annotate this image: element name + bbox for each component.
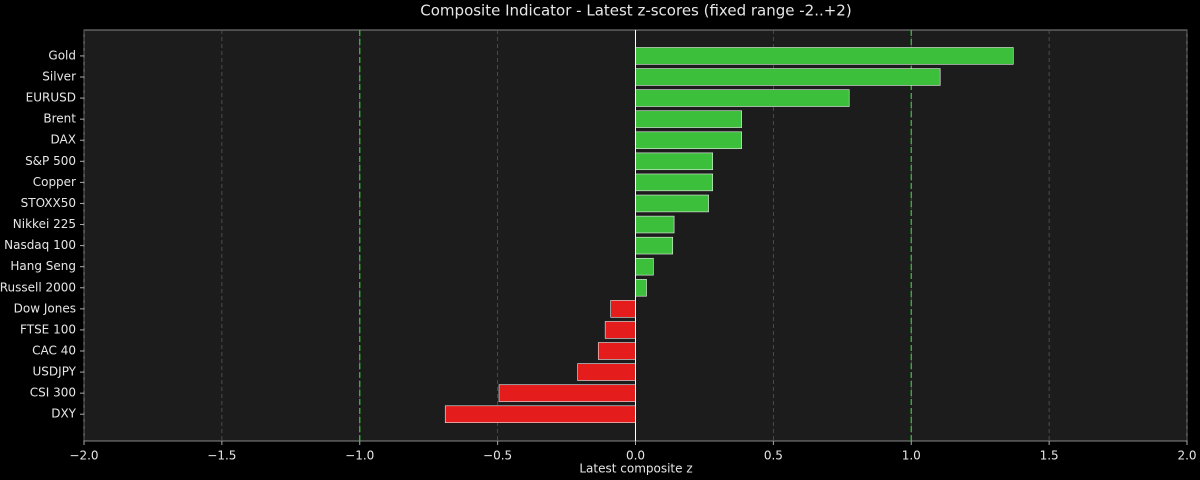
bar bbox=[635, 47, 1014, 65]
bar bbox=[635, 89, 850, 107]
x-tick-label: −1.0 bbox=[345, 449, 374, 463]
y-tick-label: CAC 40 bbox=[32, 344, 76, 358]
x-axis-label: Latest composite z bbox=[579, 462, 692, 476]
bar bbox=[597, 342, 636, 360]
bar bbox=[444, 405, 636, 423]
x-tick-label: 1.5 bbox=[1040, 449, 1059, 463]
chart-title: Composite Indicator - Latest z-scores (f… bbox=[420, 2, 851, 20]
bar bbox=[498, 384, 636, 402]
y-tick-label: Copper bbox=[33, 175, 76, 189]
bar bbox=[635, 194, 709, 213]
x-tick-label: 1.0 bbox=[902, 449, 921, 463]
bar bbox=[635, 110, 742, 128]
x-tick-label: 2.0 bbox=[1177, 449, 1196, 463]
bar bbox=[635, 215, 675, 234]
bar bbox=[610, 300, 636, 318]
x-tick-label: 0.0 bbox=[626, 449, 645, 463]
y-tick-label: Dow Jones bbox=[14, 301, 76, 315]
y-tick-label: Nasdaq 100 bbox=[4, 238, 76, 252]
x-tick-label: −2.0 bbox=[69, 449, 98, 463]
bar bbox=[635, 68, 941, 86]
x-tick-label: 0.5 bbox=[764, 449, 783, 463]
bar bbox=[635, 257, 654, 276]
bar bbox=[604, 321, 636, 339]
bar bbox=[635, 173, 714, 192]
y-tick-label: Brent bbox=[43, 112, 76, 126]
y-tick-label: Silver bbox=[42, 70, 76, 84]
y-tick-label: S&P 500 bbox=[25, 154, 76, 168]
bar bbox=[635, 152, 714, 171]
y-tick-label: CSI 300 bbox=[30, 386, 76, 400]
y-tick-label: DXY bbox=[51, 407, 76, 421]
y-tick-label: Nikkei 225 bbox=[13, 217, 76, 231]
bar bbox=[577, 363, 636, 381]
y-tick-label: EURUSD bbox=[26, 91, 76, 105]
bar bbox=[635, 279, 647, 297]
y-tick-label: DAX bbox=[51, 133, 76, 147]
y-tick-label: FTSE 100 bbox=[20, 322, 76, 336]
y-tick-label: Russell 2000 bbox=[0, 280, 76, 294]
x-tick-label: −1.5 bbox=[207, 449, 236, 463]
bar bbox=[635, 236, 674, 255]
bar bbox=[635, 131, 742, 149]
y-tick-label: STOXX50 bbox=[21, 196, 76, 210]
y-tick-label: Hang Seng bbox=[10, 259, 76, 273]
x-tick-label: −0.5 bbox=[483, 449, 512, 463]
y-tick-label: Gold bbox=[48, 48, 76, 62]
y-tick-label: USDJPY bbox=[33, 365, 77, 379]
